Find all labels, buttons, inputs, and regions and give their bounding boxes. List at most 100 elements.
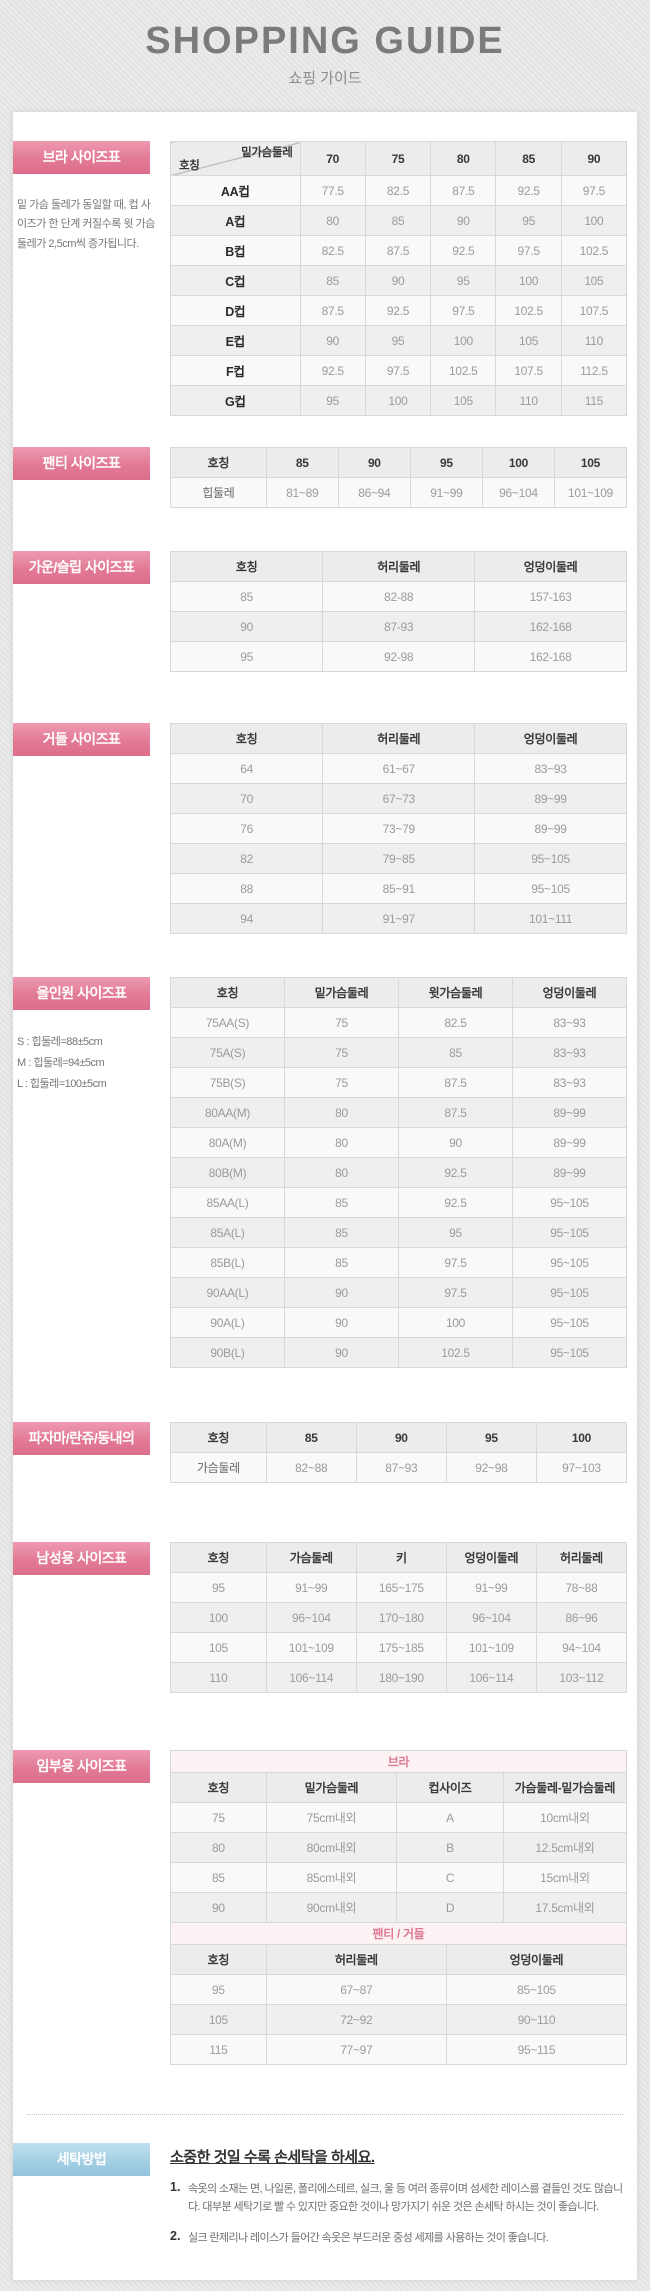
table-cell: 85 bbox=[398, 1037, 513, 1068]
diagonal-corner-cell: 밑가슴둘레 호칭 bbox=[170, 141, 301, 176]
table-cell: 81~89 bbox=[265, 477, 339, 508]
table-cell: 89~99 bbox=[512, 1157, 627, 1188]
table-cell: 101~109 bbox=[445, 1632, 537, 1663]
table-cell: 90 bbox=[284, 1337, 399, 1368]
table-cell: 100 bbox=[170, 1602, 267, 1633]
table-cell: 95 bbox=[299, 385, 366, 416]
allinone-note-s: S : 힙둘레=88±5cm bbox=[17, 1036, 103, 1048]
section-panty: 팬티 사이즈표 호칭 85 90 95 100 105 힙둘레 81~89 86~94 91~99… bbox=[13, 447, 637, 508]
table-cell: 100 bbox=[481, 447, 555, 478]
table-cell: 75 bbox=[284, 1007, 399, 1038]
table-cell: 90cm내외 bbox=[265, 1892, 398, 1923]
table-row: 90 87-93 162-168 bbox=[169, 611, 627, 642]
section-mens: 남성용 사이즈표 호칭 가슴둘레 키 엉덩이둘레 허리둘레 95 91~99 165~175 9… bbox=[13, 1542, 637, 1693]
washing-item-number: 1. bbox=[170, 2180, 181, 2194]
washing-title: 소중한 것일 수록 손세탁을 하세요. bbox=[170, 2149, 375, 2166]
table-cell: 101~109 bbox=[265, 1632, 357, 1663]
table-cell: 87.5 bbox=[398, 1067, 513, 1098]
table-cell: 80 bbox=[284, 1157, 399, 1188]
table-cell: 67~87 bbox=[265, 1974, 447, 2005]
table-row: 힙둘레 81~89 86~94 91~99 96~104 101~109 bbox=[170, 477, 628, 508]
washing-item: 2. 실크 란제리나 레이스가 들어간 속옷은 부드러운 중성 세제를 사용하는… bbox=[170, 2229, 627, 2247]
section-maternity-side: 임부용 사이즈표 bbox=[13, 1750, 170, 1783]
table-cell: 호칭 bbox=[170, 447, 267, 478]
table-cell: 95~105 bbox=[512, 1187, 627, 1218]
table-header-row: 호칭 허리둘레 엉덩이둘레 bbox=[169, 723, 627, 754]
table-cell: 175~185 bbox=[355, 1632, 447, 1663]
table-cell: 90 bbox=[398, 1127, 513, 1158]
table-cell: 162-168 bbox=[474, 641, 627, 672]
table-row: 64 61~67 83~93 bbox=[169, 753, 627, 784]
table-cell: 97.5 bbox=[398, 1247, 513, 1278]
table-subheader-row: 브라 bbox=[170, 1750, 627, 1773]
allinone-size-table: 호칭 밑가슴둘레 윗가슴둘레 엉덩이둘레 75AA(S) 75 82.5 83~93 75A(S… bbox=[170, 977, 627, 1368]
table-cell: 110 bbox=[495, 385, 562, 416]
table-row: 가슴둘레 82~88 87~93 92~98 97~103 bbox=[170, 1452, 628, 1483]
mens-size-table: 호칭 가슴둘레 키 엉덩이둘레 허리둘레 95 91~99 165~175 91~99 78~88… bbox=[170, 1542, 628, 1693]
table-cell: C bbox=[396, 1862, 504, 1893]
table-cell: 82.5 bbox=[364, 175, 432, 206]
table-row: 110 106~114 180~190 106~114 103~112 bbox=[170, 1662, 628, 1693]
table-cell: 90~110 bbox=[445, 2004, 628, 2035]
table-cell: 100 bbox=[430, 325, 497, 356]
table-cell: 85 bbox=[284, 1187, 399, 1218]
allinone-notes: S : 힙둘레=88±5cm M : 힙둘레=94±5cm L : 힙둘레=10… bbox=[13, 1032, 163, 1095]
table-cell: 75 bbox=[170, 1802, 267, 1833]
table-cell: 호칭 bbox=[170, 977, 285, 1008]
section-girdle-side: 거들 사이즈표 bbox=[13, 723, 170, 756]
table-cell: 호칭 bbox=[170, 1422, 267, 1453]
table-cell: 85~91 bbox=[322, 873, 476, 904]
table-cell: 96~104 bbox=[481, 477, 555, 508]
table-cell: 80AA(M) bbox=[170, 1097, 285, 1128]
table-cell: 86~96 bbox=[535, 1602, 628, 1633]
table-header-row: 호칭 가슴둘레 키 엉덩이둘레 허리둘레 bbox=[170, 1542, 628, 1573]
table-cell: 75B(S) bbox=[170, 1067, 285, 1098]
section-label-bra: 브라 사이즈표 bbox=[13, 141, 150, 174]
table-cell: 호칭 bbox=[169, 551, 324, 582]
table-cell: 90 bbox=[430, 205, 497, 236]
section-label-mens: 남성용 사이즈표 bbox=[13, 1542, 150, 1575]
table-cell: 87-93 bbox=[322, 611, 476, 642]
table-cell: F컵 bbox=[170, 355, 301, 386]
table-row: B컵 82.5 87.5 92.5 97.5 102.5 bbox=[170, 235, 628, 266]
table-cell: 17.5cm내외 bbox=[502, 1892, 628, 1923]
table-row: 115 77~97 95~115 bbox=[170, 2034, 628, 2065]
table-cell: 110 bbox=[560, 325, 628, 356]
table-cell: 89~99 bbox=[512, 1097, 627, 1128]
table-cell: 90 bbox=[170, 1892, 267, 1923]
table-cell: 100 bbox=[364, 385, 432, 416]
content-card: 브라 사이즈표 밑 가슴 둘레가 동일할 때, 컵 사이즈가 한 단계 커질수록… bbox=[13, 112, 637, 2280]
table-row: 75AA(S) 75 82.5 83~93 bbox=[170, 1007, 627, 1038]
washing-item-number: 2. bbox=[170, 2229, 181, 2244]
table-cell: 90 bbox=[299, 325, 366, 356]
table-cell: 12.5cm내외 bbox=[502, 1832, 628, 1863]
table-cell: 92~98 bbox=[445, 1452, 537, 1483]
table-cell: 102.5 bbox=[560, 235, 628, 266]
table-cell: 90 bbox=[364, 265, 432, 296]
table-header-row: 호칭 85 90 95 100 105 bbox=[170, 447, 628, 478]
table-cell: 83~93 bbox=[512, 1007, 627, 1038]
table-row: 80AA(M) 80 87.5 89~99 bbox=[170, 1097, 627, 1128]
table-cell: 77.5 bbox=[299, 175, 366, 206]
table-cell: 85 bbox=[284, 1217, 399, 1248]
table-cell: 83~93 bbox=[512, 1067, 627, 1098]
table-cell: 97.5 bbox=[398, 1277, 513, 1308]
section-label-girdle: 거들 사이즈표 bbox=[13, 723, 150, 756]
table-header-row: 호칭 허리둘레 엉덩이둘레 bbox=[169, 551, 627, 582]
maternity-bra-size-table: 브라 호칭 밑가슴둘레 컵사이즈 가슴둘레-밑가슴둘레 75 75cm내외 A 10cm내외 80… bbox=[170, 1750, 628, 1923]
table-row: 75A(S) 75 85 83~93 bbox=[170, 1037, 627, 1068]
table-cell: 102.5 bbox=[430, 355, 497, 386]
table-row: 105 72~92 90~110 bbox=[170, 2004, 628, 2035]
table-row: 85 82-88 157-163 bbox=[169, 581, 627, 612]
table-cell: 윗가슴둘레 bbox=[398, 977, 513, 1008]
table-cell: 165~175 bbox=[355, 1572, 447, 1603]
bra-note: 밑 가슴 둘레가 동일할 때, 컵 사이즈가 한 단계 커질수록 윗 가슴 둘레… bbox=[17, 199, 155, 250]
table-cell: 67~73 bbox=[322, 783, 476, 814]
table-cell: 가슴둘레 bbox=[265, 1542, 357, 1573]
table-row: 80 80cm내외 B 12.5cm내외 bbox=[170, 1832, 628, 1863]
section-pajama: 파자마/란쥬/동내의 호칭 85 90 95 100 가슴둘레 82~88 87~93 92~9… bbox=[13, 1422, 637, 1483]
table-cell: A bbox=[396, 1802, 504, 1833]
table-cell: 79~85 bbox=[322, 843, 476, 874]
page-subtitle: 쇼핑 가이드 bbox=[288, 70, 362, 87]
table-cell: 105 bbox=[560, 265, 628, 296]
